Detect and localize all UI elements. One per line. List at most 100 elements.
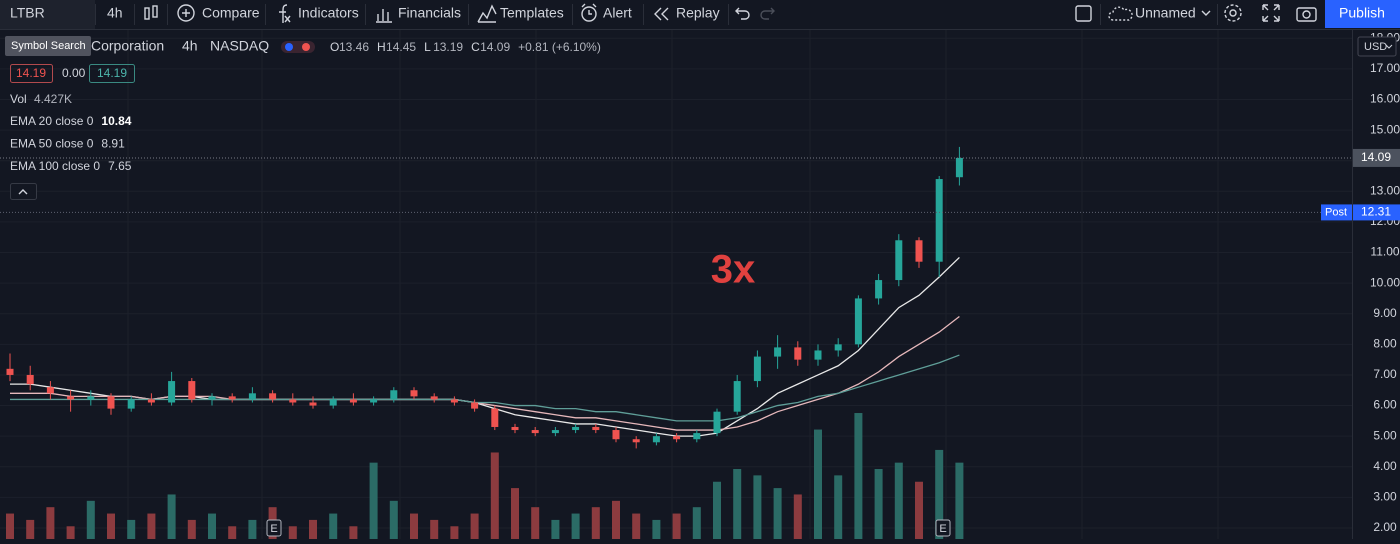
volume-bar	[511, 488, 519, 539]
price-axis-bg	[1352, 30, 1400, 539]
legend: Corporation 4h NASDAQ O 13.46 H 14.45 L 13.19…	[5, 36, 601, 200]
market-status-dot	[285, 43, 293, 51]
volume-bar	[571, 513, 580, 539]
collapse-icon[interactable]	[18, 189, 28, 195]
volume-bar	[107, 513, 115, 539]
bid-box[interactable]	[10, 64, 53, 83]
volume-bar	[713, 481, 721, 539]
candle-body	[248, 393, 256, 400]
candle-body	[592, 426, 600, 431]
volume-bar	[248, 519, 257, 539]
last-price-label: 14.09	[1361, 150, 1391, 164]
toolbar: LTBR 4h Compare Indicators Financials Te…	[0, 0, 1400, 30]
earnings-marker[interactable]	[266, 519, 282, 537]
candle-body	[67, 396, 75, 400]
collapse-button[interactable]	[10, 183, 37, 200]
chart-style-icon[interactable]	[144, 5, 158, 20]
volume-bar	[349, 526, 358, 539]
candle-body	[289, 399, 297, 403]
alert-button[interactable]: Alert	[603, 5, 632, 21]
tooltip-bg	[5, 36, 91, 56]
alert-icon[interactable]	[581, 3, 597, 22]
ohlc-label: O	[330, 40, 339, 54]
candle-body	[693, 433, 701, 440]
snapshot-icon[interactable]	[1296, 7, 1317, 22]
ask-price: 14.19	[97, 66, 127, 80]
publish-button[interactable]: Publish	[1339, 5, 1385, 21]
post-price-label: 12.31	[1361, 205, 1391, 219]
undo-icon[interactable]	[735, 7, 750, 20]
ohlc-value: 14.09	[480, 40, 510, 54]
y-tick-label: 4.00	[1373, 459, 1397, 473]
candle-body	[370, 399, 378, 403]
volume-bar	[66, 526, 75, 539]
cloud-icon[interactable]	[1108, 6, 1133, 21]
volume-bar	[692, 507, 701, 539]
volume-bar	[410, 513, 418, 539]
ohlc-value: 14.45	[386, 40, 416, 54]
volume-name: Vol	[10, 92, 27, 106]
earnings-marker[interactable]	[935, 519, 951, 537]
y-tick-label: 6.00	[1373, 398, 1397, 412]
fullscreen-icon[interactable]	[1262, 4, 1280, 22]
y-tick-label: 11.00	[1370, 245, 1399, 259]
ema-value: 7.65	[108, 159, 132, 173]
layout-name[interactable]: Unnamed	[1135, 5, 1196, 21]
indicators-button[interactable]: Indicators	[298, 5, 359, 21]
ema-name: EMA 20 close 0	[10, 114, 94, 128]
volume-bar	[672, 513, 681, 539]
compare-icon[interactable]	[177, 4, 195, 22]
volume-bar	[187, 519, 196, 539]
ohlc-label: L	[424, 40, 431, 54]
post-price-tag	[1353, 204, 1400, 221]
candle-body	[935, 179, 943, 262]
compare-button[interactable]: Compare	[202, 5, 260, 21]
currency-box[interactable]	[1357, 36, 1397, 57]
volume-bar	[450, 526, 459, 539]
volume-bar	[369, 462, 378, 539]
toolbar-bg	[0, 0, 1400, 29]
ask-box[interactable]	[89, 64, 135, 83]
candle-body	[410, 390, 418, 397]
y-tick-label: 3.00	[1373, 490, 1397, 504]
candle-body	[733, 381, 741, 412]
templates-button[interactable]: Templates	[500, 5, 564, 21]
settings-icon[interactable]	[1224, 4, 1242, 22]
replay-button[interactable]: Replay	[676, 5, 720, 21]
candle-body	[632, 439, 640, 443]
candle-body	[46, 387, 54, 394]
volume-bar	[127, 519, 136, 539]
symbol-box[interactable]	[0, 0, 95, 29]
y-tick-label: 5.00	[1373, 428, 1397, 442]
candle-body	[814, 350, 822, 360]
indicators-icon[interactable]	[279, 4, 291, 23]
candle-body	[834, 344, 842, 351]
replay-icon[interactable]	[654, 7, 669, 21]
templates-icon[interactable]	[477, 4, 497, 23]
publish-button-bg[interactable]	[1325, 0, 1400, 28]
ema-value: 8.91	[101, 137, 125, 151]
financials-button[interactable]: Financials	[398, 5, 461, 21]
y-tick-label: 7.00	[1373, 367, 1397, 381]
volume-bar	[935, 449, 944, 539]
volume-bar	[854, 413, 863, 539]
ohlc-label: C	[471, 40, 480, 54]
volume-bar	[632, 513, 641, 539]
candle-body	[652, 436, 660, 443]
volume-bar	[167, 494, 176, 539]
redo-icon[interactable]	[760, 7, 775, 20]
symbol[interactable]: LTBR	[10, 5, 45, 21]
y-tick-label: 9.00	[1373, 306, 1397, 320]
interval[interactable]: 4h	[107, 5, 123, 21]
layout-chevron[interactable]	[1201, 10, 1211, 16]
volume-bar	[591, 507, 600, 539]
volume-bar	[894, 462, 903, 539]
spread: 0.00	[62, 66, 86, 80]
candle-body	[955, 157, 963, 178]
layout-icon[interactable]	[1075, 5, 1092, 22]
volume-bar	[208, 513, 216, 539]
volume-bar	[430, 519, 439, 539]
financials-icon[interactable]	[376, 9, 392, 23]
